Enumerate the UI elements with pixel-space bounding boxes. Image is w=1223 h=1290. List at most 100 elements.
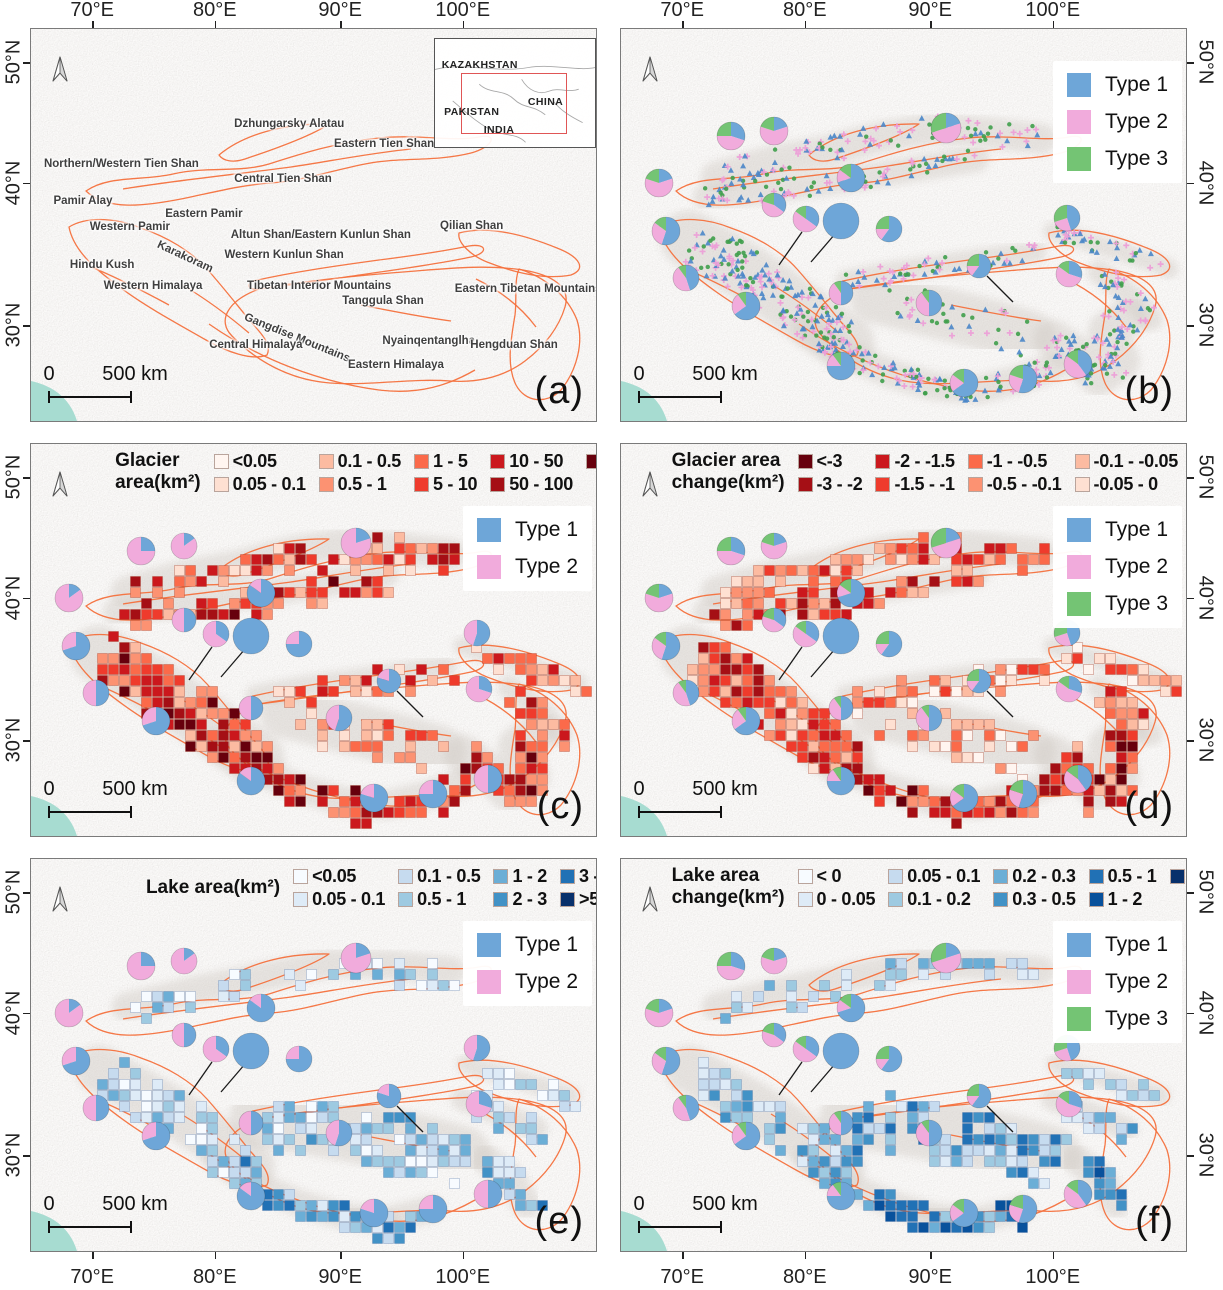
x-axis-tick-label: 90°E	[908, 1266, 952, 1288]
panel-e: 0 500 km Lake area(km²) <0.05 0.05 - 0.1 0.1…	[30, 858, 597, 1252]
x-axis-tick-label: 80°E	[192, 0, 237, 21]
pie-chart	[82, 679, 110, 707]
y-axis-tick-mark	[23, 325, 30, 327]
pie-chart	[418, 779, 448, 809]
x-axis-tick-mark	[804, 21, 807, 28]
pie-chart	[760, 532, 788, 560]
panel-d: 0 500 km Glacier area change(km²) <-3 -3 - -…	[620, 443, 1187, 837]
x-axis-tick-mark	[804, 1252, 807, 1259]
pie-chart	[915, 289, 943, 317]
pie-chart	[61, 631, 91, 661]
pie-leader-lines	[778, 646, 1014, 718]
pie-chart	[949, 783, 979, 813]
panel-letter-c: (c)	[536, 785, 584, 827]
scale-bar: 0 500 km	[633, 1193, 758, 1233]
scale-bar-label: 500 km	[102, 363, 168, 385]
x-axis-tick-label: 90°E	[318, 1266, 362, 1288]
x-axis-bottom-e: 70°E 80°E 90°E 100°E	[30, 1260, 595, 1288]
y-axis-right-b: 50°N 40°N 30°N	[1192, 28, 1218, 420]
pie-chart	[171, 607, 197, 633]
x-axis-tick-mark	[462, 1252, 465, 1259]
y-axis-tick-mark	[1187, 62, 1194, 64]
pie-chart	[238, 695, 264, 721]
pie-chart	[340, 942, 372, 974]
y-axis-right-d: 50°N 40°N 30°N	[1192, 443, 1218, 835]
x-axis-tick-label: 100°E	[1025, 1266, 1081, 1288]
pie-chart	[949, 368, 979, 398]
pie-chart	[672, 1094, 700, 1122]
north-arrow-icon	[52, 886, 68, 912]
x-axis-tick-label: 70°E	[70, 0, 114, 21]
pie-chart	[731, 706, 761, 736]
regional-type-pie-charts	[644, 112, 1093, 398]
pie-chart	[246, 578, 276, 608]
pie-chart	[875, 630, 903, 658]
pie-chart	[792, 620, 820, 648]
pie-chart	[828, 280, 854, 306]
y-axis-tick-mark	[1187, 597, 1194, 600]
pie-chart	[359, 783, 389, 813]
x-axis-bottom-f: 70°E 80°E 90°E 100°E	[620, 1260, 1185, 1288]
scale-bar-zero: 0	[43, 363, 54, 385]
scale-bar-zero: 0	[633, 1193, 644, 1215]
pie-chart	[716, 121, 746, 151]
pie-chart	[651, 216, 681, 246]
pie-chart	[1053, 204, 1081, 232]
water-body	[621, 1211, 667, 1251]
pie-chart	[1055, 260, 1083, 288]
y-axis-tick-mark	[1187, 1155, 1194, 1157]
pie-chart	[126, 536, 156, 566]
pie-chart	[822, 1032, 860, 1070]
y-axis-tick-label: 30°N	[1194, 302, 1217, 348]
pie-chart	[644, 998, 674, 1028]
lake-grid-cells	[698, 958, 1160, 1233]
regional-type-pie-charts	[644, 942, 1093, 1228]
x-axis-tick-label: 100°E	[1025, 0, 1081, 21]
pie-chart	[202, 620, 230, 648]
north-arrow-icon	[642, 886, 658, 912]
map-e: 0 500 km	[31, 859, 596, 1251]
panel-b: 0 500 km Type 1 Type 2 Type 3 (b)	[620, 28, 1187, 422]
pie-chart	[202, 1035, 230, 1063]
y-axis-left-c: 50°N 40°N 30°N	[1, 443, 27, 835]
x-axis-tick-label: 90°E	[908, 0, 952, 21]
x-axis-tick-mark	[682, 21, 684, 28]
pie-chart	[966, 253, 992, 279]
pie-chart	[828, 1110, 854, 1136]
pie-chart	[1063, 764, 1093, 794]
y-axis-tick-mark	[1187, 477, 1194, 479]
pie-chart	[966, 668, 992, 694]
pie-chart	[1063, 1179, 1093, 1209]
pie-chart	[651, 1046, 681, 1076]
pie-chart	[61, 1046, 91, 1076]
scale-bar-label: 500 km	[692, 363, 758, 385]
pie-chart	[828, 695, 854, 721]
map-d: 0 500 km	[621, 444, 1186, 836]
north-arrow-icon	[642, 471, 658, 497]
scale-bar-label: 500 km	[102, 1193, 168, 1215]
y-axis-tick-mark	[1187, 1012, 1194, 1015]
pie-chart	[141, 1121, 171, 1151]
panel-letter-d: (d)	[1124, 785, 1174, 827]
pie-chart	[759, 116, 789, 146]
scale-bar: 0 500 km	[633, 778, 758, 818]
pie-chart	[376, 668, 402, 694]
pie-chart	[232, 1032, 270, 1070]
pie-chart	[246, 993, 276, 1023]
water-body	[621, 381, 667, 421]
pie-chart	[463, 619, 491, 647]
scale-bar-zero: 0	[633, 778, 644, 800]
pie-chart	[792, 205, 820, 233]
pie-chart	[376, 1083, 402, 1109]
y-axis-tick-label: 40°N	[1194, 575, 1217, 621]
pie-chart	[822, 202, 860, 240]
panel-letter-f: (f)	[1135, 1200, 1174, 1242]
x-axis-tick-mark	[340, 1252, 342, 1259]
map-a: 0 500 km	[31, 29, 596, 421]
map-c: 0 500 km	[31, 444, 596, 836]
scale-bar-label: 500 km	[692, 778, 758, 800]
pie-chart	[716, 951, 746, 981]
y-axis-right-f: 50°N 40°N 30°N	[1192, 858, 1218, 1250]
y-axis-tick-mark	[1187, 892, 1194, 894]
y-axis-left-e: 50°N 40°N 30°N	[1, 858, 27, 1250]
